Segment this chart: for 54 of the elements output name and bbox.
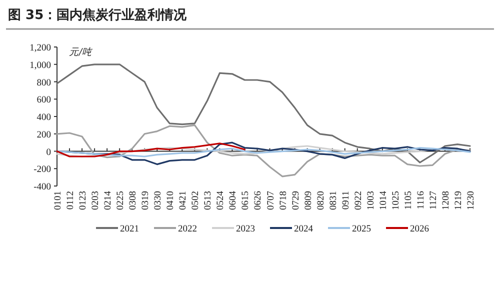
line-series	[56, 64, 471, 164]
x-tick-label: 1105	[404, 190, 414, 210]
x-tick-label: 0513	[204, 190, 214, 210]
x-tick-label: 0922	[354, 190, 364, 210]
x-tick-label: 0911	[341, 190, 352, 210]
y-tick-label: 1,000	[30, 60, 52, 71]
x-tick-label: 0319	[141, 190, 152, 210]
x-tick-label: 0214	[104, 190, 114, 210]
x-tick-label: 0604	[228, 190, 239, 210]
x-tick-label: 1127	[428, 190, 439, 210]
x-tick-label: 1003	[366, 190, 376, 210]
y-tick-label: 800	[36, 78, 52, 88]
x-tick-label: 1014	[378, 190, 389, 210]
x-tick-label: 0718	[278, 190, 289, 210]
y-tick-label: 1,200	[30, 44, 52, 54]
x-tick-label: 0123	[78, 190, 89, 210]
x-tick-label: 1219	[454, 190, 464, 210]
x-tick-label: 0203	[91, 190, 102, 210]
x-tick-label: 0308	[128, 190, 139, 210]
legend-label: 2024	[294, 224, 314, 234]
y-tick-label: 600	[36, 96, 52, 106]
y-tick-label: -400	[34, 182, 52, 192]
y-tick-label: 400	[36, 113, 52, 123]
x-tick-label: 0524	[216, 190, 226, 210]
legend-label: 2023	[236, 224, 256, 234]
legend-label: 2021	[120, 224, 140, 234]
x-tick-label: 1025	[391, 190, 402, 210]
y-tick-label: -200	[34, 165, 52, 176]
x-tick-label: 0502	[191, 190, 202, 210]
x-tick-label: 1208	[441, 190, 452, 210]
y-axis-title: 元/吨	[69, 47, 94, 58]
x-tick-label: 0831	[328, 190, 339, 210]
x-tick-label: 0101	[54, 190, 64, 210]
x-tick-label: 0729	[291, 190, 302, 210]
legend-label: 2022	[178, 224, 198, 234]
x-tick-label: 0112	[66, 190, 76, 210]
x-tick-label: 0707	[266, 190, 276, 210]
x-tick-label: 0820	[316, 190, 326, 210]
y-tick-label: 0	[46, 148, 52, 158]
x-tick-label: 0615	[241, 190, 252, 210]
y-tick-label: 200	[36, 130, 52, 140]
x-tick-label: 0421	[178, 190, 189, 210]
x-tick-label: 0809	[304, 190, 314, 210]
x-tick-label: 1116	[416, 190, 426, 210]
legend-label: 2025	[352, 224, 372, 234]
chart-title: 图 35：国内焦炭行业盈利情况	[8, 7, 188, 23]
x-tick-label: 0626	[254, 190, 264, 210]
x-tick-label: 0225	[116, 190, 126, 210]
x-tick-label: 0330	[154, 190, 164, 210]
line-series	[56, 142, 246, 158]
legend-label: 2026	[410, 224, 430, 234]
line-series	[56, 124, 471, 178]
x-tick-label: 1230	[466, 190, 476, 210]
x-tick-label: 0410	[166, 190, 176, 210]
